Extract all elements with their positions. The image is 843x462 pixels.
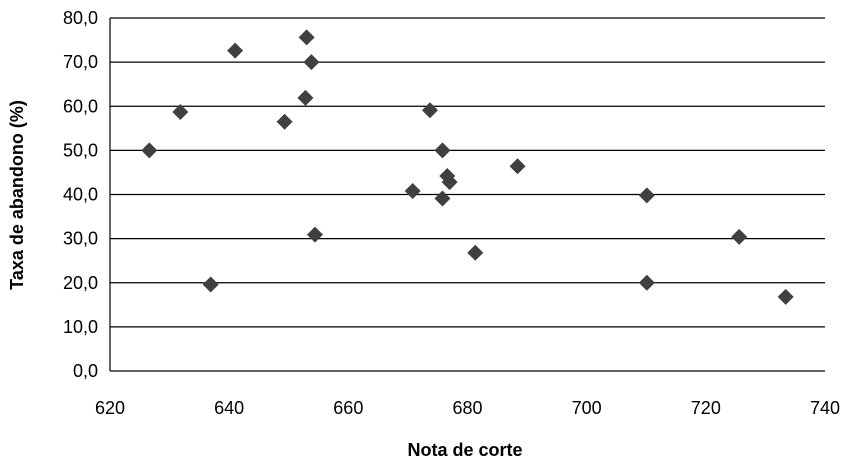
x-tick-label: 640 xyxy=(214,398,244,418)
data-points xyxy=(141,29,794,305)
y-tick-label: 70,0 xyxy=(63,52,98,72)
y-tick-label: 40,0 xyxy=(63,185,98,205)
y-tick-label: 0,0 xyxy=(73,361,98,381)
y-tick-label: 30,0 xyxy=(63,229,98,249)
data-point-diamond xyxy=(306,226,323,243)
x-axis-ticks: 620 640 660 680 700 720 740 xyxy=(95,398,840,418)
data-point-diamond xyxy=(638,187,655,204)
x-tick-label: 620 xyxy=(95,398,125,418)
data-point-diamond xyxy=(421,102,438,119)
data-point-diamond xyxy=(303,54,320,71)
x-tick-label: 740 xyxy=(810,398,840,418)
x-tick-label: 660 xyxy=(333,398,363,418)
data-point-diamond xyxy=(467,244,484,261)
data-point-diamond xyxy=(202,276,219,293)
data-point-diamond xyxy=(509,158,526,175)
y-tick-label: 10,0 xyxy=(63,317,98,337)
gridlines xyxy=(109,17,825,372)
data-point-diamond xyxy=(404,182,421,199)
y-tick-label: 80,0 xyxy=(63,8,98,28)
data-point-diamond xyxy=(434,190,451,207)
data-point-diamond xyxy=(434,142,451,159)
x-tick-label: 680 xyxy=(452,398,482,418)
x-axis-title: Nota de corte xyxy=(407,440,522,460)
y-axis-ticks: 0,0 10,0 20,0 30,0 40,0 50,0 60,0 70,0 80,0 xyxy=(63,8,98,381)
data-point-diamond xyxy=(276,113,293,130)
data-point-diamond xyxy=(441,174,458,191)
data-point-diamond xyxy=(141,142,158,159)
data-point-diamond xyxy=(172,103,189,120)
y-axis-title: Taxa de abandono (%) xyxy=(7,100,27,290)
data-point-diamond xyxy=(638,274,655,291)
data-point-diamond xyxy=(731,228,748,245)
data-point-diamond xyxy=(297,89,314,106)
x-tick-label: 720 xyxy=(691,398,721,418)
y-tick-label: 20,0 xyxy=(63,273,98,293)
data-point-diamond xyxy=(298,29,315,46)
data-point-diamond xyxy=(227,42,244,59)
y-tick-label: 50,0 xyxy=(63,140,98,160)
y-tick-label: 60,0 xyxy=(63,96,98,116)
data-point-diamond xyxy=(777,288,794,305)
x-tick-label: 700 xyxy=(572,398,602,418)
